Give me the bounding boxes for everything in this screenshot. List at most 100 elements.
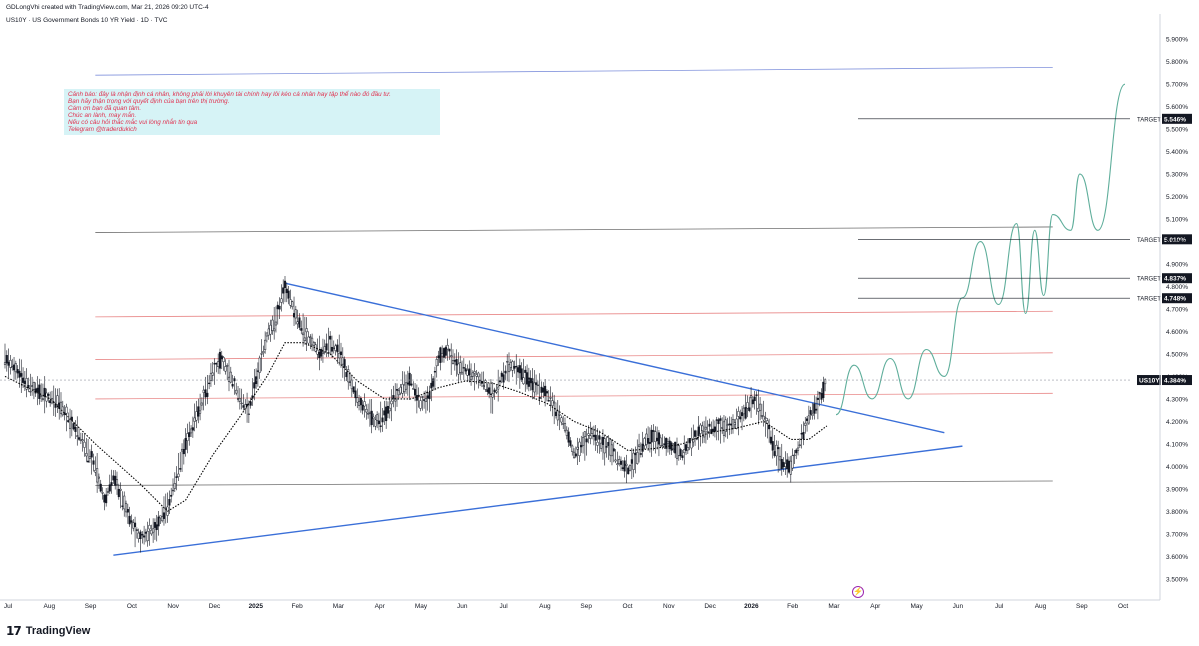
candle-body xyxy=(144,531,147,534)
candle-body xyxy=(323,346,326,353)
candle-body xyxy=(585,438,588,443)
price-tick-label: 4.000% xyxy=(1166,464,1188,471)
candle-body xyxy=(414,389,417,396)
candle-body xyxy=(338,352,341,359)
price-tick-label: 5.900% xyxy=(1166,37,1188,44)
note-line: Cảnh báo: đây là nhận định cá nhân, khôn… xyxy=(68,91,391,98)
candle-body xyxy=(500,372,503,377)
tradingview-brand[interactable]: 17 TradingView xyxy=(6,624,90,638)
alert-bolt-icon[interactable]: ⚡ xyxy=(852,586,864,598)
candle-body xyxy=(112,475,115,481)
candle-body xyxy=(695,438,698,440)
candle-body xyxy=(542,387,545,393)
candle-body xyxy=(674,441,677,454)
candle-body xyxy=(180,448,184,452)
candle-body xyxy=(350,379,353,390)
candle-body xyxy=(477,372,480,378)
time-tick-label: Oct xyxy=(127,603,137,610)
candle-body xyxy=(547,400,550,402)
candle-body xyxy=(27,384,30,389)
candle-body xyxy=(529,377,532,384)
candle-body xyxy=(778,455,782,461)
target-price-value: 5.546% xyxy=(1164,116,1186,123)
price-tick-label: 4.900% xyxy=(1166,262,1188,269)
candle-body xyxy=(65,406,68,414)
candle-body xyxy=(316,349,319,355)
time-tick-label: Apr xyxy=(375,603,386,610)
time-tick-label: 2026 xyxy=(744,603,759,610)
candle-body xyxy=(750,395,753,399)
candle-body xyxy=(329,335,332,340)
price-tick-label: 5.100% xyxy=(1166,217,1188,224)
candle-body xyxy=(751,399,754,405)
price-axis: 3.500% 3.600% 3.700% 3.800% 3.900% 4.000% 4.10… xyxy=(1159,14,1188,600)
candle-body xyxy=(247,413,250,415)
candle-body xyxy=(549,397,552,399)
candle-body xyxy=(146,530,149,542)
candle-body xyxy=(406,382,409,385)
price-tick-label: 3.800% xyxy=(1166,509,1188,516)
candle-body xyxy=(795,449,798,454)
candle-body xyxy=(659,437,662,446)
candle-body xyxy=(47,393,50,396)
candle-body xyxy=(591,428,594,435)
candle-body xyxy=(253,382,256,389)
candle-body xyxy=(11,366,14,369)
candle-body xyxy=(618,458,621,464)
candle-body xyxy=(177,473,180,478)
time-tick-label: Dec xyxy=(209,603,221,610)
current-symbol-box xyxy=(1137,375,1161,386)
candle-body xyxy=(296,321,299,325)
candle-body xyxy=(679,449,682,457)
candle-body xyxy=(704,426,707,430)
candle-body xyxy=(464,368,467,372)
time-tick-label: Jun xyxy=(953,603,964,610)
candle-body xyxy=(5,355,8,364)
candle-body xyxy=(715,419,718,421)
candle-body xyxy=(506,361,509,363)
candle-body xyxy=(197,406,200,417)
candle-body xyxy=(719,418,722,421)
candle-body xyxy=(385,406,388,422)
candle-body xyxy=(186,433,189,441)
candle-body xyxy=(370,410,373,426)
candle-body xyxy=(376,414,379,421)
candle-body xyxy=(668,440,671,450)
time-tick-label: May xyxy=(910,603,923,610)
candle-body xyxy=(701,425,704,431)
time-tick-label: Oct xyxy=(622,603,632,610)
time-axis: Jul Aug Sep Oct Nov Dec 2025 Feb Mar Apr May Jun Jul… xyxy=(0,599,1160,610)
candle-body xyxy=(171,489,175,492)
candle-body xyxy=(807,415,810,424)
candle-body xyxy=(320,349,323,357)
candle-body xyxy=(101,492,104,494)
candle-body xyxy=(628,465,632,471)
candle-body xyxy=(312,342,315,346)
candle-body xyxy=(502,374,505,383)
candle-body xyxy=(473,371,476,374)
candle-body xyxy=(49,400,52,404)
candle-body xyxy=(31,385,34,387)
level-line xyxy=(95,310,1053,318)
candle-body xyxy=(305,328,308,333)
candle-body xyxy=(135,529,138,531)
candle-body xyxy=(289,299,292,306)
time-tick-label: 2025 xyxy=(249,603,264,610)
candle-body xyxy=(258,357,261,373)
target-price-box xyxy=(1162,293,1192,304)
time-tick-label: Jul xyxy=(4,603,13,610)
candle-body xyxy=(202,389,205,393)
trendlines xyxy=(113,282,963,556)
candle-body xyxy=(7,361,10,366)
time-tick-label: Feb xyxy=(787,603,799,610)
candle-body xyxy=(20,373,23,377)
level-line xyxy=(95,226,1053,233)
price-tick-label: 3.500% xyxy=(1166,576,1188,583)
candle-body xyxy=(677,445,680,456)
candle-body xyxy=(818,392,821,394)
candle-body xyxy=(367,412,370,415)
time-tick-label: Oct xyxy=(1118,603,1128,610)
candle-body xyxy=(276,304,279,310)
candle-body xyxy=(16,369,19,374)
candle-body xyxy=(283,280,287,289)
